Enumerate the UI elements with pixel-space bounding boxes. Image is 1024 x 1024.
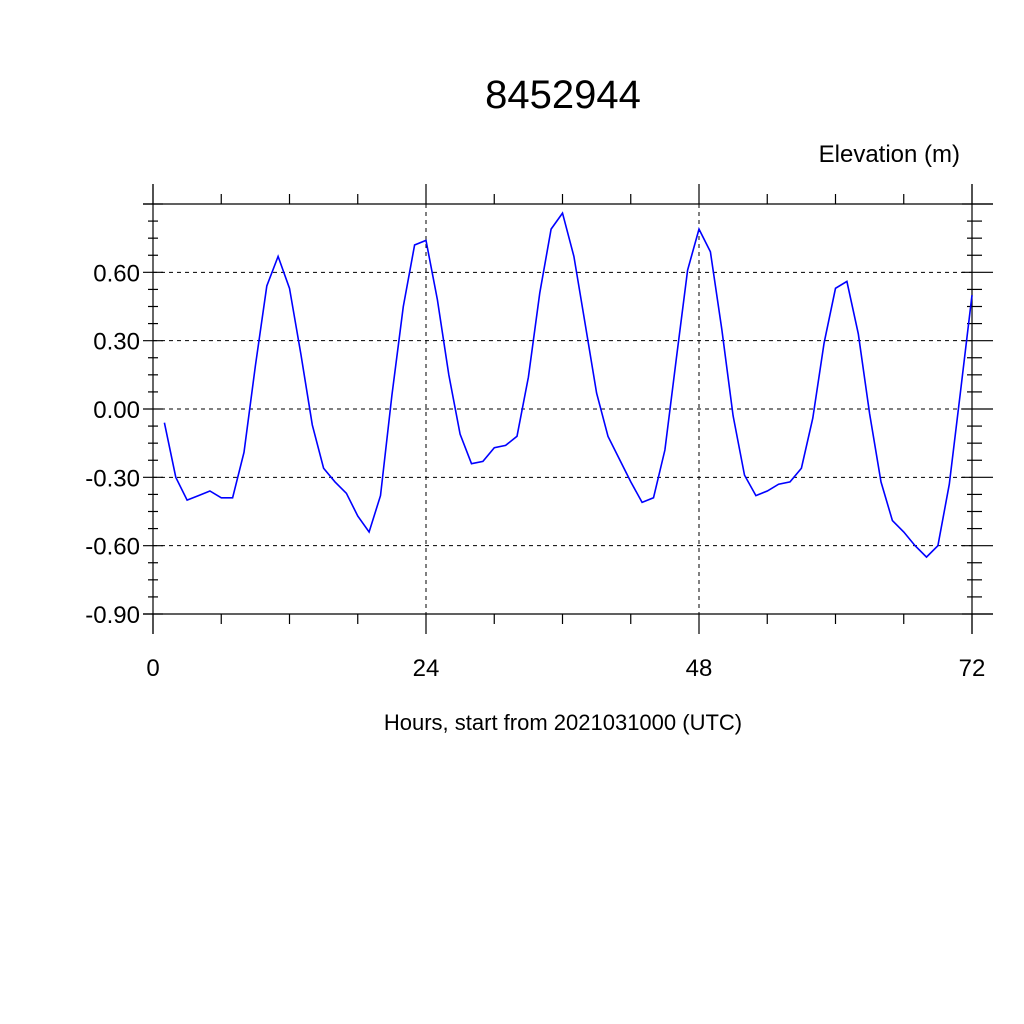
y-axis-label: Elevation (m) [819,141,960,168]
tick-labels: 0 24 48 72 -0.90 -0.60 -0.30 0.00 0.30 0.60 [85,260,985,682]
y-tick-label: -0.60 [85,534,140,561]
y-tick-label: -0.30 [85,465,140,492]
x-axis-label: Hours, start from 2021031000 (UTC) [384,710,742,735]
grid [153,204,972,614]
chart-title: 8452944 [485,73,641,117]
x-tick-label: 72 [959,655,986,682]
plot-frame [143,184,993,634]
y-tick-label: 0.00 [93,397,140,424]
x-tick-label: 24 [413,655,440,682]
y-tick-label: -0.90 [85,602,140,629]
y-tick-label: 0.60 [93,260,140,287]
x-tick-label: 48 [686,655,713,682]
y-tick-label: 0.30 [93,329,140,356]
x-tick-label: 0 [146,655,159,682]
series-line [163,211,973,559]
